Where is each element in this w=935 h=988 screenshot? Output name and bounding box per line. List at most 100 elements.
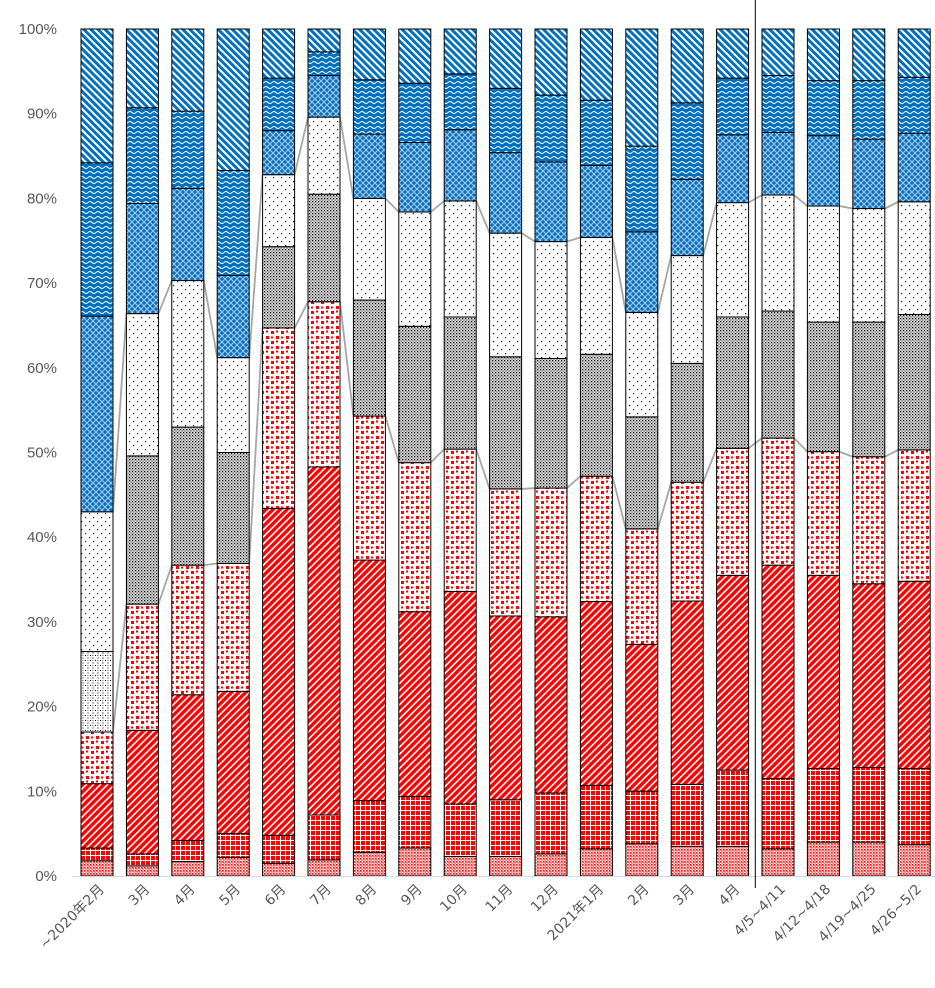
bar-segment [489, 28, 523, 89]
bar-segment [670, 481, 704, 602]
bar-segment [716, 447, 750, 576]
bar-segment [806, 451, 840, 576]
bar-segment [352, 299, 386, 417]
bar-segment [398, 611, 432, 797]
series-line [702, 447, 718, 483]
x-tick-label: 12月 [528, 882, 562, 916]
series-line [248, 174, 264, 358]
x-tick-label: ~2020年2月 [37, 882, 108, 953]
bar-segment [307, 466, 341, 816]
y-tick-label: 100% [19, 21, 57, 38]
bar-segment [171, 694, 205, 841]
series-line [157, 564, 173, 605]
bar-segment [352, 559, 386, 802]
bar-segment [625, 843, 659, 877]
bar-stack [262, 28, 296, 877]
bar-stack [307, 28, 341, 877]
bar-stack [125, 28, 159, 877]
y-tick-label: 20% [27, 699, 57, 716]
bar-segment [216, 357, 250, 453]
x-tick-label: 3月 [671, 882, 699, 910]
bar-segment [625, 643, 659, 792]
bar-segment [534, 357, 568, 489]
bar-segment [625, 311, 659, 418]
series-line [793, 194, 808, 207]
bar-stack [716, 28, 750, 877]
bar-segment [125, 603, 159, 731]
bar-segment [761, 310, 795, 439]
bar-segment [262, 327, 296, 509]
series-line [384, 415, 400, 463]
bar-segment [352, 28, 386, 81]
bar-segment [806, 841, 840, 877]
bar-segment [806, 205, 840, 323]
bar-segment [897, 76, 931, 134]
bar-segment [171, 426, 205, 566]
bar-segment [579, 784, 613, 850]
x-tick-label: 11月 [483, 882, 517, 916]
series-line [202, 280, 219, 358]
bar-segment [307, 28, 341, 53]
y-tick-label: 40% [27, 529, 57, 546]
bar-stack [897, 28, 931, 877]
bar-segment [625, 28, 659, 147]
bar-segment [352, 79, 386, 135]
series-line [293, 116, 309, 175]
y-tick-label: 30% [27, 614, 57, 631]
bar-segment [443, 200, 477, 318]
bar-stack [216, 28, 250, 877]
bar-segment [262, 130, 296, 176]
bar-stack [352, 28, 386, 877]
bar-segment [534, 853, 568, 877]
bar-segment [579, 236, 613, 355]
series-line [475, 200, 491, 234]
bar-segment [352, 800, 386, 853]
series-line [566, 475, 581, 489]
bar-segment [534, 616, 568, 794]
series-line [475, 448, 491, 490]
bar-segment [761, 28, 795, 77]
series-line [203, 562, 218, 567]
bar-segment [125, 107, 159, 204]
bar-segment [262, 834, 296, 864]
y-tick-label: 60% [27, 360, 57, 377]
bar-segment [443, 803, 477, 858]
bar-segment [716, 134, 750, 204]
bar-segment [216, 28, 250, 171]
bar-segment [897, 28, 931, 78]
x-tick-label: 6月 [262, 882, 290, 910]
bar-segment [670, 600, 704, 785]
bar-segment [216, 169, 250, 276]
y-tick-label: 70% [27, 275, 57, 292]
series-line [702, 202, 718, 256]
bar-segment [171, 564, 205, 696]
bar-segment [852, 767, 886, 843]
bar-segment [489, 799, 523, 858]
bar-segment [307, 75, 341, 118]
series-line [430, 448, 445, 464]
bar-segment [670, 178, 704, 257]
bar-segment [216, 856, 250, 877]
bar-segment [806, 28, 840, 82]
series-line [248, 327, 264, 564]
bar-segment [897, 449, 931, 582]
bar-segment [489, 87, 523, 154]
y-tick-label: 80% [27, 190, 57, 207]
bar-stack [443, 28, 477, 877]
series-line [611, 237, 627, 313]
y-tick-label: 90% [27, 106, 57, 123]
bar-segment [307, 859, 341, 877]
bar-stack [171, 28, 205, 877]
bar-segment [489, 615, 523, 801]
bar-segment [307, 301, 341, 468]
x-tick-label: 10月 [437, 882, 471, 916]
bar-segment [579, 99, 613, 166]
bar-segment [716, 845, 750, 877]
bar-segment [897, 844, 931, 877]
bar-segment [716, 574, 750, 771]
bar-segment [443, 28, 477, 75]
bar-segment [398, 847, 432, 877]
bar-segment [852, 28, 886, 82]
bar-segment [171, 28, 205, 112]
bar-segment [489, 356, 523, 490]
